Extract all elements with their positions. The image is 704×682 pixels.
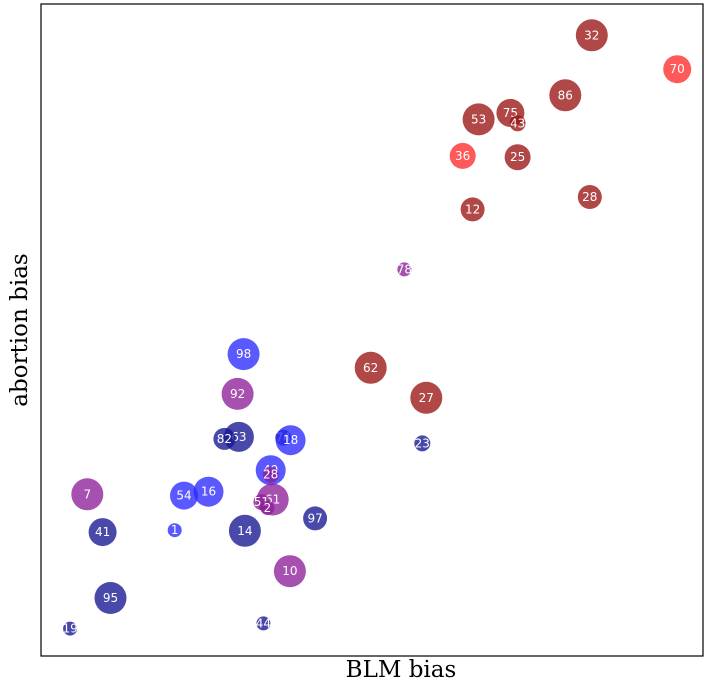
point-label: 98 (236, 347, 251, 361)
data-point: 12 (460, 197, 485, 222)
point-marker (63, 621, 78, 636)
point-label: 43 (510, 116, 525, 130)
point-label: 41 (95, 525, 110, 539)
point-label: 36 (455, 149, 470, 163)
point-label: 70 (670, 62, 685, 76)
points-layer: 3270867553433625281278986292276382741823… (62, 19, 692, 636)
data-point: 10 (273, 555, 306, 588)
point-label: 28 (263, 468, 278, 482)
data-point: 43 (509, 115, 526, 132)
data-point: 92 (221, 377, 254, 410)
point-label: 27 (419, 391, 434, 405)
data-point: 82 (213, 427, 236, 450)
data-point: 86 (549, 79, 582, 112)
point-label: 19 (62, 622, 77, 636)
point-label: 7 (83, 487, 91, 501)
point-label: 18 (283, 433, 298, 447)
point-marker (303, 506, 328, 531)
point-marker (262, 466, 279, 483)
point-marker (227, 338, 260, 371)
y-axis-title: abortion bias (7, 253, 33, 406)
point-label: 2 (264, 501, 272, 515)
data-point: 53 (462, 103, 495, 136)
data-point: 14 (228, 514, 261, 547)
data-point: 25 (504, 144, 531, 171)
point-marker (509, 115, 526, 132)
point-marker (549, 79, 582, 112)
point-marker (575, 19, 608, 52)
data-point: 28 (577, 185, 602, 209)
point-label: 62 (363, 361, 378, 375)
point-label: 92 (230, 387, 245, 401)
point-marker (462, 103, 495, 136)
data-point: 18 (275, 425, 306, 456)
point-marker (504, 144, 531, 171)
point-marker (275, 425, 306, 456)
point-label: 14 (237, 524, 252, 538)
point-marker (193, 476, 224, 507)
point-label: 86 (558, 88, 573, 102)
point-marker (449, 142, 476, 169)
point-label: 44 (256, 616, 271, 630)
point-label: 25 (510, 150, 525, 164)
data-point: 62 (354, 351, 387, 384)
data-point: 78 (397, 262, 412, 277)
point-marker (88, 518, 117, 547)
point-marker (260, 501, 275, 515)
point-label: 82 (217, 432, 232, 446)
point-marker (71, 478, 104, 511)
data-point: 54 (170, 481, 198, 510)
point-marker (221, 377, 254, 410)
point-marker (397, 262, 412, 277)
point-marker (460, 197, 485, 222)
data-point: 19 (62, 621, 78, 636)
point-label: 10 (282, 564, 297, 578)
point-marker (577, 185, 602, 209)
data-point: 7 (71, 478, 104, 511)
data-point: 1 (167, 523, 182, 538)
point-label: 53 (471, 112, 486, 126)
data-point: 27 (410, 381, 443, 414)
point-label: 23 (415, 436, 430, 450)
point-label: 28 (582, 190, 597, 204)
point-marker (167, 523, 182, 538)
point-label: 16 (201, 485, 216, 499)
point-marker (273, 555, 306, 588)
data-point: 44 (256, 616, 271, 631)
plot-frame (40, 3, 704, 657)
point-label: 32 (584, 28, 599, 42)
data-point: 23 (414, 435, 431, 452)
data-point: 36 (449, 142, 476, 169)
point-marker (663, 55, 692, 84)
data-point: 97 (303, 506, 328, 531)
point-marker (410, 381, 443, 414)
data-point: 98 (227, 338, 260, 371)
data-point: 95 (94, 582, 127, 614)
x-axis-title: BLM bias (346, 657, 457, 682)
data-point: 70 (663, 55, 692, 84)
point-marker (414, 435, 431, 452)
point-marker (354, 351, 387, 384)
point-marker (170, 481, 198, 510)
data-point: 32 (575, 19, 608, 52)
point-marker (256, 616, 271, 631)
data-point: 2 (260, 501, 275, 515)
point-label: 54 (176, 489, 191, 503)
point-label: 78 (397, 262, 412, 276)
point-marker (213, 427, 236, 450)
point-marker (228, 514, 261, 547)
point-label: 1 (171, 523, 179, 537)
point-marker (94, 582, 127, 614)
data-point: 41 (88, 518, 117, 547)
point-label: 12 (465, 202, 480, 216)
point-label: 95 (103, 591, 118, 605)
point-label: 97 (307, 511, 322, 525)
data-point: 16 (193, 476, 224, 507)
data-point: 28 (262, 466, 279, 483)
